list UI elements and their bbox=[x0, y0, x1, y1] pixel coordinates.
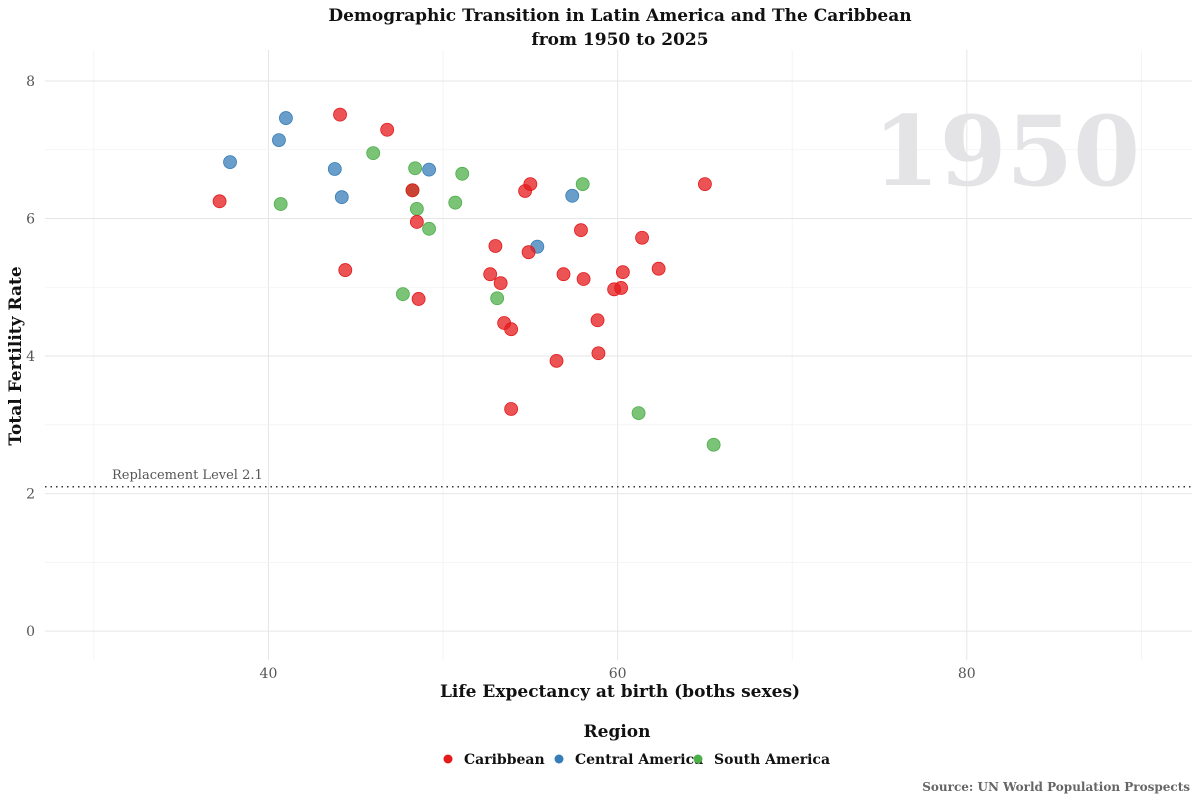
point-caribbean bbox=[590, 313, 605, 328]
point-south-america bbox=[490, 291, 505, 306]
chart-subtitle: from 1950 to 2025 bbox=[531, 30, 708, 50]
point-caribbean bbox=[591, 346, 606, 361]
legend-marker-central-america bbox=[554, 754, 564, 764]
x-tick-label: 80 bbox=[958, 666, 976, 682]
point-caribbean bbox=[504, 402, 519, 416]
legend-marker-south-america bbox=[693, 754, 703, 764]
x-tick-label: 40 bbox=[260, 666, 278, 682]
point-central-america bbox=[334, 190, 349, 205]
y-axis-title: Total Fertility Rate bbox=[6, 266, 26, 445]
point-central-america bbox=[279, 111, 293, 125]
point-caribbean bbox=[338, 263, 353, 277]
legend-marker-caribbean bbox=[443, 754, 453, 764]
point-south-america bbox=[575, 177, 590, 192]
point-caribbean bbox=[333, 107, 347, 122]
point-south-america bbox=[422, 221, 436, 236]
point-caribbean bbox=[635, 230, 649, 245]
point-caribbean bbox=[615, 265, 630, 280]
point-caribbean bbox=[411, 292, 426, 306]
replacement-label: Replacement Level 2.1 bbox=[112, 468, 263, 483]
point-south-america bbox=[409, 201, 424, 216]
point-caribbean bbox=[523, 177, 538, 192]
point-south-america bbox=[448, 195, 463, 210]
point-south-america bbox=[706, 437, 721, 452]
point-central-america bbox=[422, 162, 436, 177]
point-south-america bbox=[631, 406, 646, 421]
point-south-america bbox=[395, 287, 410, 302]
point-caribbean bbox=[212, 194, 227, 209]
point-caribbean bbox=[488, 239, 503, 253]
point-caribbean bbox=[614, 281, 629, 295]
point-central-america bbox=[223, 155, 237, 169]
point-caribbean bbox=[380, 122, 395, 137]
year-watermark: 1950 bbox=[873, 95, 1140, 208]
x-tick-label: 60 bbox=[609, 666, 627, 682]
y-tick-label: 6 bbox=[26, 211, 35, 227]
y-tick-label: 4 bbox=[26, 349, 35, 365]
point-caribbean bbox=[698, 177, 712, 192]
y-tick-label: 0 bbox=[26, 624, 35, 640]
legend-label-south-america: South America bbox=[714, 752, 830, 768]
point-south-america bbox=[455, 166, 470, 181]
point-south-america bbox=[408, 161, 423, 176]
x-axis-title: Life Expectancy at birth (boths sexes) bbox=[440, 682, 800, 702]
point-caribbean bbox=[556, 267, 571, 282]
point-caribbean bbox=[521, 245, 536, 260]
point-central-america bbox=[327, 162, 342, 176]
point-caribbean bbox=[504, 322, 519, 337]
point-caribbean bbox=[576, 272, 591, 286]
point-south-america bbox=[273, 197, 288, 211]
point-south-america bbox=[366, 146, 381, 161]
point-caribbean bbox=[405, 183, 420, 198]
legend: Caribbean Central America South America bbox=[443, 752, 830, 768]
legend-label-central-america: Central America bbox=[575, 752, 703, 768]
source-caption: Source: UN World Population Prospects bbox=[922, 780, 1190, 794]
point-caribbean bbox=[409, 215, 424, 229]
point-caribbean bbox=[651, 261, 666, 276]
y-tick-label: 8 bbox=[26, 74, 35, 90]
point-caribbean bbox=[483, 267, 498, 282]
y-tick-label: 2 bbox=[26, 487, 35, 503]
point-central-america bbox=[565, 188, 580, 203]
point-central-america bbox=[272, 133, 286, 147]
points bbox=[212, 107, 721, 452]
point-caribbean bbox=[493, 276, 508, 291]
chart-title: Demographic Transition in Latin America … bbox=[328, 6, 911, 26]
axis-ticks: 40 60 80 0 2 4 6 8 bbox=[26, 74, 976, 682]
legend-label-caribbean: Caribbean bbox=[464, 752, 545, 768]
legend-title: Region bbox=[584, 722, 651, 742]
point-caribbean bbox=[574, 223, 588, 238]
point-caribbean bbox=[549, 353, 564, 368]
